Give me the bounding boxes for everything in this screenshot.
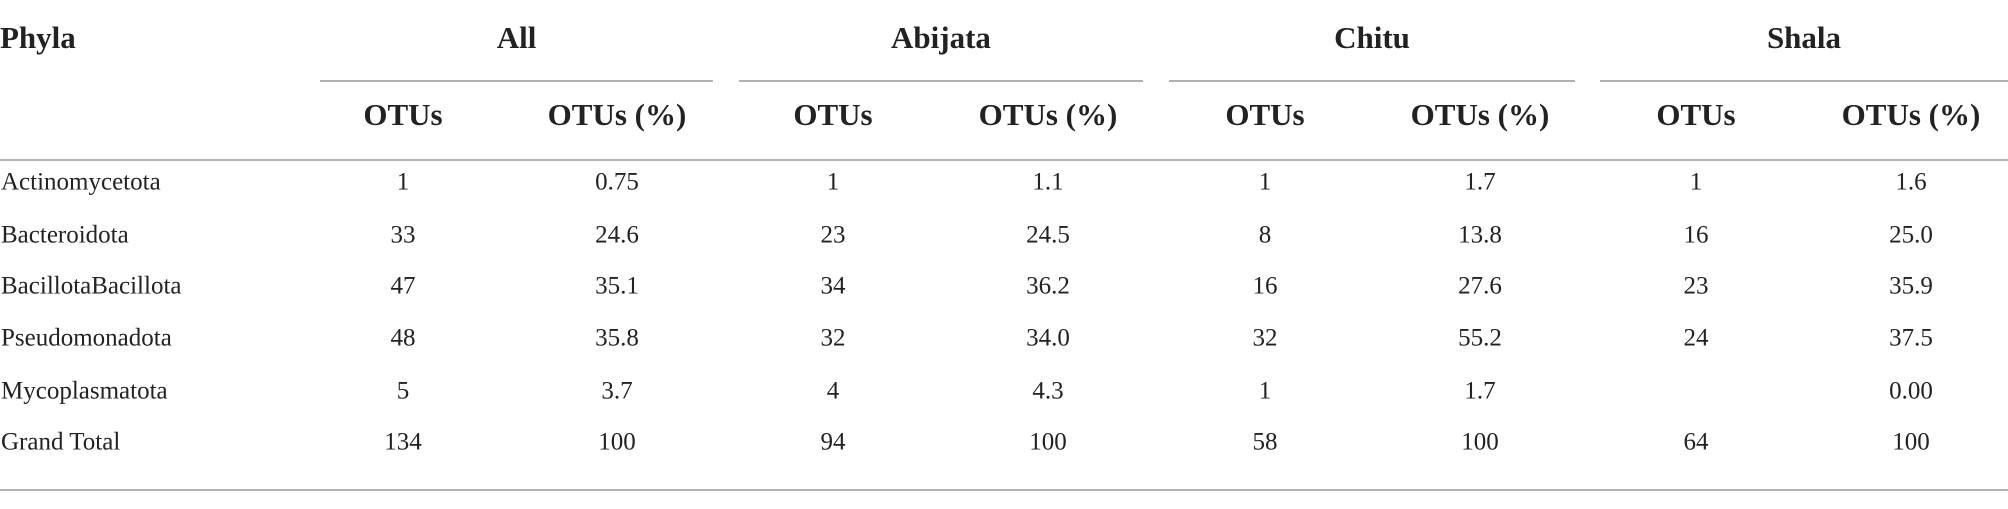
cell: 23 bbox=[1684, 273, 1709, 300]
cell: 100 bbox=[1461, 429, 1499, 456]
cell: 1 bbox=[397, 169, 410, 196]
cell: 0.00 bbox=[1889, 378, 1933, 405]
cell: 4 bbox=[827, 378, 840, 405]
group-header: Chitu bbox=[1334, 20, 1410, 55]
cell: 24 bbox=[1684, 325, 1710, 352]
cell: 100 bbox=[1029, 429, 1067, 456]
column-header: OTUs (%) bbox=[1411, 97, 1550, 132]
group-header: Abijata bbox=[891, 20, 991, 55]
cell: 34.0 bbox=[1026, 325, 1070, 352]
row-label: Bacteroidota bbox=[1, 222, 129, 249]
cell: 64 bbox=[1684, 429, 1710, 456]
row-label: Mycoplasmatota bbox=[1, 378, 168, 405]
cell: 16 bbox=[1684, 222, 1709, 249]
cell: 1.1 bbox=[1032, 169, 1063, 196]
corner-header: Phyla bbox=[0, 20, 76, 55]
cell: 5 bbox=[397, 378, 410, 405]
row-label: Pseudomonadota bbox=[1, 325, 172, 352]
cell: 94 bbox=[821, 429, 847, 456]
cell: 0.75 bbox=[595, 169, 639, 196]
column-header: OTUs bbox=[793, 97, 872, 132]
group-header: All bbox=[497, 20, 537, 55]
cell: 25.0 bbox=[1889, 222, 1933, 249]
column-header: OTUs (%) bbox=[979, 97, 1118, 132]
cell: 100 bbox=[598, 429, 636, 456]
cell: 13.8 bbox=[1458, 222, 1502, 249]
column-header: OTUs bbox=[363, 97, 442, 132]
cell: 8 bbox=[1259, 222, 1272, 249]
cell: 48 bbox=[391, 325, 416, 352]
cell: 55.2 bbox=[1458, 325, 1502, 352]
cell: 47 bbox=[391, 273, 416, 300]
cell: 35.1 bbox=[595, 273, 639, 300]
cell: 34 bbox=[821, 273, 847, 300]
cell: 1.7 bbox=[1464, 169, 1495, 196]
cell: 35.8 bbox=[595, 325, 639, 352]
cell: 23 bbox=[821, 222, 846, 249]
cell: 16 bbox=[1253, 273, 1278, 300]
cell: 1 bbox=[1259, 169, 1272, 196]
cell: 1 bbox=[827, 169, 840, 196]
column-header: OTUs bbox=[1656, 97, 1735, 132]
cell: 33 bbox=[391, 222, 416, 249]
cell: 4.3 bbox=[1032, 378, 1063, 405]
row-label: BacillotaBacillota bbox=[1, 273, 182, 300]
cell: 134 bbox=[384, 429, 422, 456]
cell: 37.5 bbox=[1889, 325, 1933, 352]
row-label: Actinomycetota bbox=[1, 169, 161, 196]
cell: 58 bbox=[1253, 429, 1278, 456]
cell: 27.6 bbox=[1458, 273, 1502, 300]
row-label: Grand Total bbox=[1, 429, 120, 456]
column-header: OTUs (%) bbox=[1842, 97, 1981, 132]
cell: 32 bbox=[821, 325, 846, 352]
column-header: OTUs (%) bbox=[548, 97, 687, 132]
cell: 1 bbox=[1690, 169, 1703, 196]
column-header: OTUs bbox=[1225, 97, 1304, 132]
cell: 1.7 bbox=[1464, 378, 1495, 405]
cell: 3.7 bbox=[601, 378, 632, 405]
cell: 24.6 bbox=[595, 222, 639, 249]
cell: 1.6 bbox=[1895, 169, 1926, 196]
cell: 35.9 bbox=[1889, 273, 1933, 300]
cell: 32 bbox=[1253, 325, 1278, 352]
cell: 36.2 bbox=[1026, 273, 1070, 300]
group-header: Shala bbox=[1767, 20, 1842, 55]
cell: 24.5 bbox=[1026, 222, 1070, 249]
cell: 1 bbox=[1259, 378, 1272, 405]
cell: 100 bbox=[1892, 429, 1930, 456]
